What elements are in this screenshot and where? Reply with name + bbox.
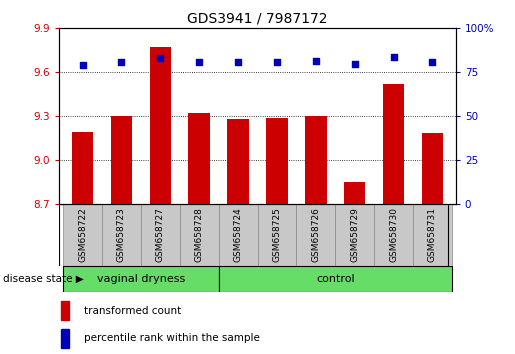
Text: vaginal dryness: vaginal dryness xyxy=(97,274,185,284)
Text: control: control xyxy=(316,274,354,284)
Point xyxy=(78,62,87,68)
Text: transformed count: transformed count xyxy=(84,306,182,316)
Bar xyxy=(227,119,249,204)
Bar xyxy=(150,47,171,204)
Bar xyxy=(63,204,102,266)
Bar xyxy=(63,266,219,292)
Text: GSM658723: GSM658723 xyxy=(117,207,126,262)
Text: GSM658724: GSM658724 xyxy=(234,207,243,262)
Bar xyxy=(374,204,413,266)
Point xyxy=(273,60,281,65)
Bar xyxy=(413,204,452,266)
Bar xyxy=(422,133,443,204)
Text: GSM658726: GSM658726 xyxy=(311,207,320,262)
Point xyxy=(117,60,126,65)
Text: GSM658731: GSM658731 xyxy=(428,207,437,262)
Text: GSM658729: GSM658729 xyxy=(350,207,359,262)
Text: disease state ▶: disease state ▶ xyxy=(3,274,83,284)
Point xyxy=(351,61,359,67)
Bar xyxy=(219,204,258,266)
Bar xyxy=(102,204,141,266)
Bar xyxy=(61,329,69,348)
Bar xyxy=(383,84,404,204)
Bar xyxy=(111,116,132,204)
Point xyxy=(312,58,320,64)
Bar xyxy=(335,204,374,266)
Title: GDS3941 / 7987172: GDS3941 / 7987172 xyxy=(187,12,328,26)
Bar xyxy=(296,204,335,266)
Point xyxy=(195,60,203,65)
Bar xyxy=(344,182,365,204)
Text: percentile rank within the sample: percentile rank within the sample xyxy=(84,333,260,343)
Bar xyxy=(61,301,69,320)
Bar xyxy=(141,204,180,266)
Text: GSM658725: GSM658725 xyxy=(272,207,281,262)
Text: GSM658728: GSM658728 xyxy=(195,207,204,262)
Bar xyxy=(305,116,327,204)
Point xyxy=(234,60,242,65)
Text: GSM658722: GSM658722 xyxy=(78,207,87,262)
Text: GSM658727: GSM658727 xyxy=(156,207,165,262)
Point xyxy=(156,55,164,61)
Point xyxy=(428,60,437,65)
Bar xyxy=(180,204,219,266)
Text: GSM658730: GSM658730 xyxy=(389,207,398,262)
Point xyxy=(389,55,398,60)
Bar xyxy=(72,132,93,204)
Bar xyxy=(258,204,296,266)
Bar xyxy=(219,266,452,292)
Bar xyxy=(266,118,288,204)
Bar xyxy=(188,113,210,204)
